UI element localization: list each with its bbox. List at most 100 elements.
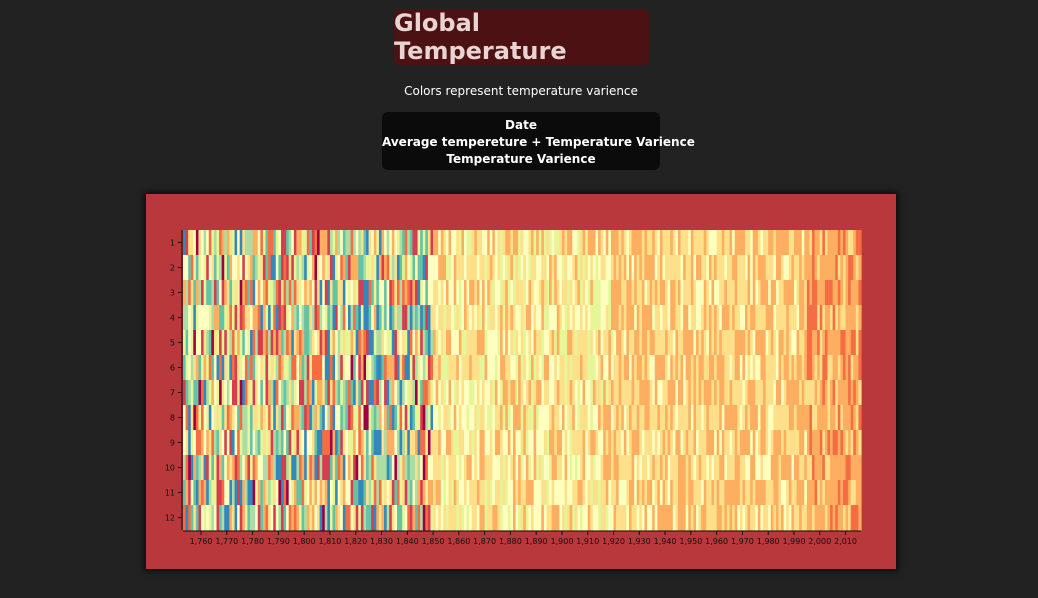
heatmap-cell[interactable] [237,380,241,406]
heatmap-cell[interactable] [616,255,620,281]
heatmap-cell[interactable] [634,280,638,306]
heatmap-cell[interactable] [665,355,669,381]
heatmap-cell[interactable] [448,280,452,306]
heatmap-cell[interactable] [765,480,769,506]
heatmap-cell[interactable] [618,280,622,306]
heatmap-cell[interactable] [337,380,341,406]
heatmap-cell[interactable] [507,305,511,331]
heatmap-cell[interactable] [737,330,741,356]
heatmap-cell[interactable] [598,480,602,506]
heatmap-cell[interactable] [721,305,725,331]
heatmap-cell[interactable] [574,280,579,306]
heatmap-cell[interactable] [299,330,303,356]
heatmap-cell[interactable] [466,380,470,406]
heatmap-cell[interactable] [696,255,700,281]
heatmap-cell[interactable] [523,380,527,406]
heatmap-cell[interactable] [719,380,723,406]
heatmap-cell[interactable] [299,405,303,431]
heatmap-cell[interactable] [850,505,854,531]
heatmap-cell[interactable] [500,355,504,381]
heatmap-cell[interactable] [492,505,496,531]
heatmap-cell[interactable] [505,505,509,531]
heatmap-cell[interactable] [402,505,406,531]
heatmap-cell[interactable] [752,230,756,256]
heatmap-cell[interactable] [556,355,560,381]
heatmap-cell[interactable] [399,455,403,481]
heatmap-cell[interactable] [381,380,385,406]
heatmap-cell[interactable] [662,430,666,456]
heatmap-cell[interactable] [250,255,254,281]
heatmap-cell[interactable] [680,305,684,331]
heatmap-cell[interactable] [270,255,274,281]
heatmap-cell[interactable] [835,255,839,281]
heatmap-cell[interactable] [433,430,437,456]
heatmap-cell[interactable] [796,230,800,256]
heatmap-cell[interactable] [541,330,545,356]
heatmap-cell[interactable] [445,230,450,256]
heatmap-cell[interactable] [350,455,354,481]
heatmap-cell[interactable] [536,430,540,456]
heatmap-cell[interactable] [407,230,411,256]
heatmap-cell[interactable] [314,355,318,381]
heatmap-cell[interactable] [812,405,816,431]
heatmap-cell[interactable] [327,480,331,506]
heatmap-cell[interactable] [543,430,548,456]
heatmap-cell[interactable] [647,455,651,481]
heatmap-cell[interactable] [518,455,522,481]
heatmap-cell[interactable] [830,430,834,456]
heatmap-cell[interactable] [456,480,460,506]
heatmap-cell[interactable] [487,305,491,331]
heatmap-cell[interactable] [234,405,238,431]
heatmap-cell[interactable] [770,455,774,481]
heatmap-cell[interactable] [786,305,790,331]
heatmap-cell[interactable] [621,305,625,331]
heatmap-cell[interactable] [644,330,648,356]
heatmap-cell[interactable] [577,280,581,306]
heatmap-cell[interactable] [636,455,640,481]
heatmap-cell[interactable] [721,355,725,381]
heatmap-cell[interactable] [384,480,388,506]
heatmap-cell[interactable] [590,355,594,381]
heatmap-cell[interactable] [574,355,579,381]
heatmap-cell[interactable] [247,430,251,456]
heatmap-cell[interactable] [546,455,550,481]
heatmap-cell[interactable] [355,355,359,381]
heatmap-cell[interactable] [260,480,264,506]
heatmap-cell[interactable] [763,230,767,256]
heatmap-cell[interactable] [830,255,834,281]
heatmap-cell[interactable] [314,405,318,431]
heatmap-cell[interactable] [585,355,589,381]
heatmap-cell[interactable] [451,355,455,381]
heatmap-cell[interactable] [752,455,756,481]
heatmap-cell[interactable] [659,355,664,381]
heatmap-cell[interactable] [494,255,499,281]
heatmap-cell[interactable] [742,430,746,456]
heatmap-cell[interactable] [765,280,769,306]
heatmap-cell[interactable] [203,280,207,306]
heatmap-cell[interactable] [347,505,352,531]
heatmap-cell[interactable] [206,430,210,456]
heatmap-cell[interactable] [433,480,437,506]
heatmap-cell[interactable] [193,255,197,281]
heatmap-cell[interactable] [690,430,695,456]
heatmap-cell[interactable] [252,430,256,456]
heatmap-cell[interactable] [595,330,599,356]
heatmap-cell[interactable] [569,355,573,381]
heatmap-cell[interactable] [585,405,589,431]
heatmap-cell[interactable] [337,455,341,481]
heatmap-cell[interactable] [626,505,630,531]
heatmap-cell[interactable] [536,380,540,406]
heatmap-cell[interactable] [778,355,782,381]
heatmap-cell[interactable] [438,430,442,456]
heatmap-cell[interactable] [587,505,591,531]
heatmap-cell[interactable] [500,430,504,456]
heatmap-cell[interactable] [734,330,738,356]
heatmap-cell[interactable] [580,280,584,306]
heatmap-cell[interactable] [711,405,715,431]
heatmap-cell[interactable] [577,480,581,506]
heatmap-cell[interactable] [830,505,834,531]
heatmap-cell[interactable] [507,505,511,531]
heatmap-cell[interactable] [796,280,800,306]
heatmap-cell[interactable] [198,280,202,306]
heatmap-cell[interactable] [273,280,277,306]
